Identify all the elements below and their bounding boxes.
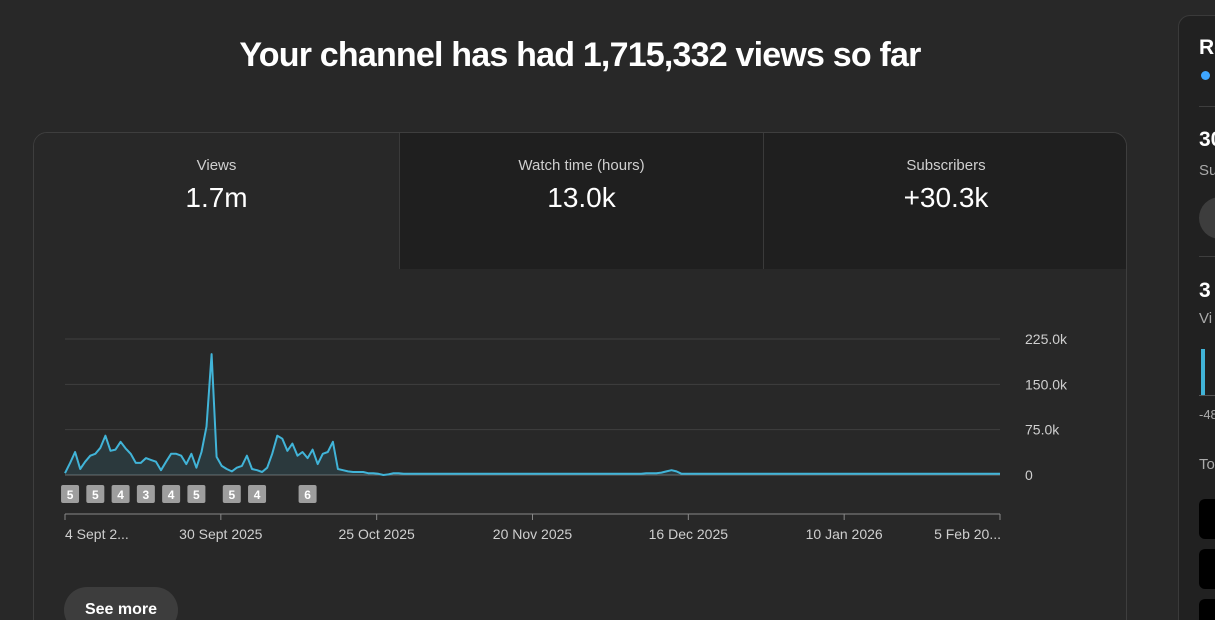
upload-marker-label: 5 bbox=[92, 488, 99, 502]
tab-subscribers-label: Subscribers bbox=[906, 157, 986, 174]
tab-views[interactable]: Views 1.7m bbox=[34, 133, 399, 269]
upload-marker bbox=[86, 485, 105, 503]
upload-marker-label: 5 bbox=[193, 488, 200, 502]
y-tick-label: 225.0k bbox=[1025, 331, 1068, 347]
x-tick-label: 25 Oct 2025 bbox=[339, 526, 415, 542]
upload-marker-label: 6 bbox=[304, 488, 311, 502]
video-thumbnail[interactable] bbox=[1199, 499, 1215, 539]
x-tick-label: 20 Nov 2025 bbox=[493, 526, 573, 542]
views-line bbox=[64, 353, 1000, 476]
divider bbox=[1199, 256, 1215, 257]
top-content-label: To bbox=[1199, 456, 1215, 473]
realtime-axis bbox=[1199, 395, 1215, 396]
x-tick-label: 16 Dec 2025 bbox=[649, 526, 729, 542]
upload-marker bbox=[61, 485, 80, 503]
realtime-title: Re bbox=[1199, 36, 1215, 59]
tab-watch-time-label: Watch time (hours) bbox=[518, 157, 645, 174]
views-area bbox=[65, 354, 1000, 475]
tab-subscribers-value: +30.3k bbox=[903, 182, 989, 213]
y-tick-label: 75.0k bbox=[1025, 422, 1060, 438]
headline-suffix: views so far bbox=[726, 36, 922, 74]
realtime-panel: Re 30 Su 3 Vi -48 To bbox=[1178, 15, 1215, 620]
upload-marker-label: 3 bbox=[143, 488, 150, 502]
tab-views-label: Views bbox=[196, 157, 237, 174]
upload-marker-label: 5 bbox=[67, 488, 74, 502]
tab-views-value: 1.7m bbox=[185, 182, 248, 213]
realtime-bar bbox=[1201, 349, 1205, 395]
overview-card: Views 1.7m Watch time (hours) 13.0k Subs… bbox=[33, 132, 1127, 620]
x-tick-label: 30 Sept 2025 bbox=[179, 526, 263, 542]
realtime-subscribers-value: 30 bbox=[1199, 128, 1215, 151]
headline-view-count: 1,715,332 bbox=[582, 36, 728, 74]
upload-marker-label: 4 bbox=[117, 488, 124, 502]
headline-prefix: Your channel has had bbox=[239, 36, 583, 74]
realtime-action-button[interactable] bbox=[1199, 197, 1215, 239]
tab-watch-time-value: 13.0k bbox=[547, 182, 616, 213]
divider bbox=[1199, 106, 1215, 107]
x-tick-label: 10 Jan 2026 bbox=[806, 526, 883, 542]
upload-marker-label: 4 bbox=[168, 488, 175, 502]
see-more-button[interactable]: See more bbox=[64, 587, 178, 620]
upload-marker bbox=[111, 485, 130, 503]
realtime-subscribers-label: Su bbox=[1199, 162, 1215, 179]
page-headline: Your channel has had 1,715,332 views so … bbox=[0, 36, 1160, 75]
video-thumbnail[interactable] bbox=[1199, 549, 1215, 589]
views-chart[interactable]: 225.0k 150.0k 75.0k 0 5 5 4 3 4 5 5 4 6 4 Sept 2... 30… bbox=[34, 133, 1127, 573]
live-dot-icon bbox=[1201, 71, 1210, 80]
upload-marker-label: 4 bbox=[254, 488, 261, 502]
upload-marker bbox=[248, 485, 267, 503]
realtime-axis-label: -48 bbox=[1199, 407, 1215, 422]
realtime-views-label: Vi bbox=[1199, 310, 1213, 327]
upload-marker bbox=[187, 485, 206, 503]
upload-marker bbox=[162, 485, 181, 503]
realtime-views-value: 3 bbox=[1199, 279, 1211, 302]
y-tick-label: 0 bbox=[1025, 467, 1033, 483]
x-tick-label: 4 Sept 2... bbox=[65, 526, 129, 542]
upload-marker bbox=[136, 485, 155, 503]
x-tick-label: 5 Feb 20... bbox=[934, 526, 1001, 542]
upload-marker-label: 5 bbox=[228, 488, 235, 502]
y-tick-label: 150.0k bbox=[1025, 376, 1068, 392]
upload-marker bbox=[222, 485, 241, 503]
metric-tabs: Views 1.7m Watch time (hours) 13.0k Subs… bbox=[34, 133, 1126, 269]
tab-subscribers[interactable]: Subscribers +30.3k bbox=[763, 133, 1126, 269]
video-thumbnail[interactable] bbox=[1199, 599, 1215, 620]
tab-watch-time[interactable]: Watch time (hours) 13.0k bbox=[399, 133, 763, 269]
upload-marker bbox=[298, 485, 317, 503]
